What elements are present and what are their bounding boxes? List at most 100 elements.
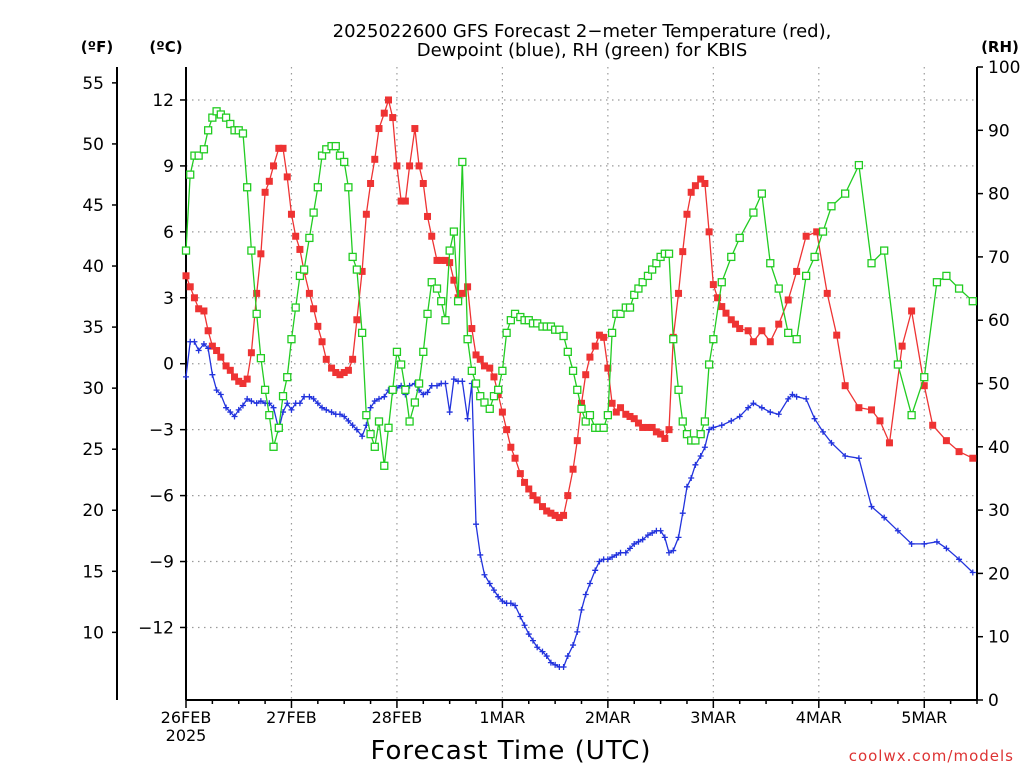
data-point [420,391,427,398]
y-tick-label-rh: 0 [988,691,999,711]
data-point [691,436,700,445]
data-point [968,297,977,306]
data-point [691,182,699,190]
data-point [767,409,774,416]
unit-label-fahrenheit: (ºF) [81,38,113,56]
data-point [841,189,850,198]
data-point [406,162,414,170]
data-point [401,385,410,394]
data-point [573,385,582,394]
data-point [820,428,827,435]
data-point [828,439,835,446]
data-point [384,423,393,432]
data-point [898,342,906,350]
y-tick-label-fahrenheit: 35 [82,318,104,338]
data-point [679,510,686,517]
data-point [319,404,326,411]
data-point [607,328,617,338]
data-point [704,360,714,369]
data-point [547,509,555,517]
data-point [785,395,792,402]
series-dewpoint [183,338,976,671]
data-point [586,580,593,587]
data-point [288,406,295,413]
data-point [208,113,217,122]
data-point [485,404,494,413]
data-point [749,338,757,346]
data-point [217,391,224,398]
data-point [248,398,255,405]
data-point [688,475,695,482]
data-point [244,395,251,402]
data-point [194,151,203,160]
data-point [666,549,673,556]
data-point [920,382,928,390]
data-point [295,271,305,281]
data-point [370,442,379,451]
data-point [392,347,402,357]
data-point [427,278,436,287]
data-point [823,289,831,297]
y-tick-label-celsius: −12 [138,618,174,638]
data-point [362,410,371,420]
data-point [195,347,202,354]
data-point [301,393,308,400]
data-point [758,327,766,335]
data-point [434,382,441,389]
data-point [384,96,392,104]
data-point [709,281,717,289]
y-tick-label-rh: 80 [988,185,1010,205]
data-point [803,395,810,402]
data-point [533,496,541,504]
data-point [563,347,572,357]
data-point [669,335,678,344]
data-point [256,354,266,363]
data-point [199,145,209,154]
data-point [881,514,888,521]
data-point [318,338,326,346]
data-point [388,385,397,394]
data-point [366,429,375,439]
data-point [472,351,480,359]
data-point [634,284,643,293]
data-point [564,653,571,660]
data-point [736,325,744,333]
data-point [586,353,594,361]
data-point [908,307,916,315]
data-point [498,408,506,416]
data-point [317,151,327,160]
data-point [954,284,964,293]
data-point [613,551,620,558]
data-point [854,160,864,170]
data-point [525,485,533,493]
data-point [310,395,317,402]
data-point [261,188,269,196]
data-point [639,423,647,431]
data-point [718,422,725,429]
data-point [644,423,652,431]
data-point [722,309,730,317]
credit-text: coolwx.com/models [849,747,1014,765]
data-point [907,410,916,420]
data-point [592,567,599,574]
x-tick-label: 2MAR [585,708,631,727]
data-point [380,461,389,470]
data-point [894,527,901,534]
data-point [205,345,212,352]
data-point [275,144,283,152]
data-point [609,554,616,561]
data-point [868,503,875,510]
data-point [441,256,449,264]
data-point [257,250,265,258]
x-tick-sublabel: 2025 [166,726,207,745]
x-tick-label: 3MAR [690,708,736,727]
data-point [701,179,709,187]
data-point [529,492,537,500]
y-tick-label-rh: 10 [988,628,1010,648]
data-point [630,290,639,300]
data-point [283,373,292,382]
data-point [389,114,397,122]
data-point [920,373,929,382]
data-point [516,470,524,478]
data-point [529,637,536,644]
